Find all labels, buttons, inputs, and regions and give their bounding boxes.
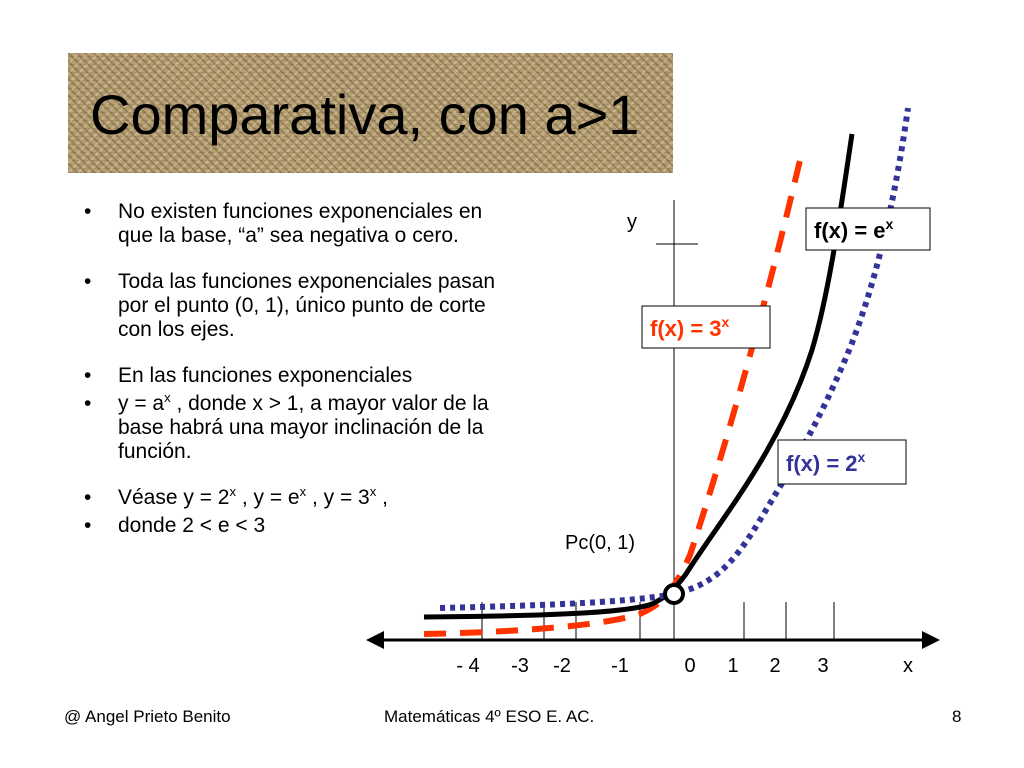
x-tick-label: -3: [511, 655, 529, 677]
equation-box-2x: f(x) = 2x: [777, 439, 907, 485]
equation-box-3x: f(x) = 3x: [641, 305, 771, 349]
curve-2x: [439, 107, 911, 611]
bullet-item: No existen funciones exponenciales en qu…: [80, 200, 520, 248]
x-axis-label: x: [903, 655, 913, 677]
equation-label-3x: f(x) = 3x: [650, 314, 730, 341]
bullet-item: Toda las funciones exponenciales pasan p…: [80, 270, 520, 342]
x-tick-label: 2: [769, 655, 780, 677]
bullet-text: Toda las funciones exponenciales pasan p…: [118, 270, 496, 341]
bullet-item: donde 2 < e < 3: [80, 514, 520, 538]
exponent: x: [164, 390, 171, 405]
slide-title: Comparativa, con a>1: [90, 83, 640, 146]
intersection-point-marker: [663, 583, 685, 605]
bullet-item: En las funciones exponenciales: [80, 364, 520, 388]
x-tick-label: -1: [611, 655, 629, 677]
bullet-text: En las funciones exponenciales: [118, 364, 413, 387]
point-label: Pc(0, 1): [565, 532, 635, 554]
x-axis-right-arrow: [922, 631, 940, 649]
y-axis-label: y: [627, 211, 637, 233]
exponent: x: [299, 484, 307, 499]
bullet-text: , y = e: [236, 486, 300, 509]
footer-course: Matemáticas 4º ESO E. AC.: [384, 707, 595, 726]
bullet-item: y = ax , donde x > 1, a mayor valor de l…: [80, 390, 520, 464]
equation-box-ex: f(x) = ex: [805, 207, 931, 251]
x-tick-label: -2: [553, 655, 571, 677]
bullet-text: , donde x > 1, a mayor valor de la base …: [118, 392, 489, 463]
exponent: x: [369, 484, 377, 499]
x-tick-label: 3: [817, 655, 828, 677]
bullet-text: y = a: [118, 392, 165, 415]
curve-ex: [423, 133, 855, 620]
bullet-text: ,: [376, 486, 388, 509]
x-tick-label: - 4: [456, 655, 479, 677]
bullet-item: Véase y = 2x , y = ex , y = 3x ,: [80, 484, 520, 510]
curve-3x: [423, 159, 803, 637]
x-tick-label: 0: [684, 655, 695, 677]
bullet-text: Véase y = 2: [118, 486, 230, 509]
title-banner: Comparativa, con a>1: [68, 53, 673, 173]
equation-label-ex: f(x) = ex: [814, 216, 894, 243]
equation-label-2x: f(x) = 2x: [786, 449, 866, 476]
x-axis-left-arrow: [366, 631, 384, 649]
footer-author: @ Angel Prieto Benito: [64, 707, 231, 726]
footer-page-number: 8: [952, 707, 962, 726]
exponent: x: [229, 484, 237, 499]
bullet-text: , y = 3: [306, 486, 370, 509]
bullet-text: No existen funciones exponenciales en qu…: [118, 200, 483, 247]
bullet-list: No existen funciones exponenciales en qu…: [80, 200, 520, 538]
bullet-text: donde 2 < e < 3: [118, 514, 266, 537]
x-tick-label: 1: [727, 655, 738, 677]
